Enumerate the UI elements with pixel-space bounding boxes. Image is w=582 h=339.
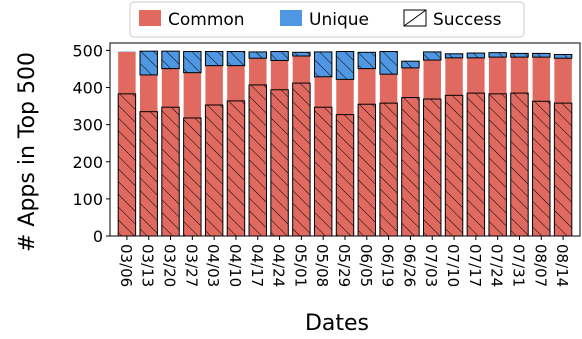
bar-success-unique-03/13: [139, 50, 158, 76]
x-tick-label-06/26: 06/26: [400, 244, 418, 287]
legend-swatch-success-hatch: [403, 9, 427, 27]
bar-success-unique-06/05: [357, 51, 377, 70]
x-tick-label-08/07: 08/07: [531, 244, 549, 287]
bar-success-common-04/17: [248, 84, 267, 237]
y-tick-label-200: 200: [72, 153, 103, 172]
x-tick-label-07/31: 07/31: [509, 244, 527, 287]
bar-success-common-07/31: [510, 92, 529, 237]
bar-success-common-03/06: [117, 93, 137, 237]
bar-success-unique-04/17: [248, 51, 267, 59]
legend-swatch-unique: [280, 10, 302, 26]
bar-success-common-06/26: [401, 97, 420, 237]
bar-success-common-06/05: [357, 103, 377, 237]
legend-swatch-common: [139, 10, 161, 26]
x-tick-label-03/20: 03/20: [161, 244, 179, 287]
y-tick-label-300: 300: [72, 116, 103, 135]
legend-label-unique: Unique: [309, 10, 369, 30]
bar-success-common-05/01: [292, 82, 311, 237]
bar-success-common-03/20: [161, 106, 180, 237]
bar-success-common-07/17: [466, 92, 486, 237]
x-tick-label-07/17: 07/17: [466, 244, 484, 287]
x-tick-label-04/24: 04/24: [270, 244, 288, 287]
bar-success-unique-05/08: [313, 51, 333, 78]
bar-success-unique-07/17: [466, 52, 486, 59]
bar-success-unique-06/19: [379, 51, 398, 75]
x-tick-label-05/29: 05/29: [335, 244, 353, 287]
bar-success-unique-07/03: [423, 51, 442, 61]
bar-success-unique-07/10: [444, 53, 464, 59]
bar-success-common-08/14: [553, 102, 573, 237]
bar-success-unique-03/20: [161, 50, 180, 70]
x-tick-label-07/24: 07/24: [488, 244, 506, 287]
bar-success-common-06/19: [379, 102, 398, 237]
bar-success-unique-08/07: [532, 52, 551, 58]
x-tick-label-04/03: 04/03: [204, 244, 222, 287]
bar-success-common-08/07: [532, 100, 551, 237]
x-tick-label-06/19: 06/19: [379, 244, 397, 287]
x-tick-label-03/13: 03/13: [139, 244, 157, 287]
legend-label-success: Success: [433, 10, 502, 30]
bar-success-common-04/10: [226, 100, 246, 237]
axes-frame: [109, 42, 581, 237]
bar-success-common-03/27: [183, 117, 202, 237]
plot-area: [117, 50, 573, 237]
bar-success-unique-04/24: [270, 51, 289, 61]
legend: Common Unique Success: [129, 1, 525, 38]
x-tick-label-06/05: 06/05: [357, 244, 375, 287]
x-tick-label-08/14: 08/14: [553, 244, 571, 287]
bar-success-common-05/08: [313, 106, 333, 237]
bar-success-unique-07/24: [488, 52, 507, 58]
bar-success-unique-04/10: [226, 51, 246, 67]
x-tick-label-03/27: 03/27: [182, 244, 200, 287]
x-tick-label-05/08: 05/08: [313, 244, 331, 287]
bar-success-common-04/03: [204, 104, 224, 237]
y-tick-label-0: 0: [93, 227, 103, 246]
bar-success-common-05/29: [335, 114, 355, 237]
legend-label-common: Common: [168, 10, 245, 30]
bar-success-unique-05/01: [292, 51, 311, 57]
bar-success-common-07/24: [488, 93, 507, 237]
bar-success-unique-03/27: [183, 51, 202, 74]
bar-success-unique-07/31: [510, 52, 529, 58]
bar-success-unique-06/26: [401, 60, 420, 69]
bar-success-common-04/24: [270, 89, 289, 237]
y-axis-label: # Apps in Top 500: [15, 52, 40, 252]
y-tick-label-100: 100: [72, 190, 103, 209]
bar-success-common-07/10: [444, 94, 464, 237]
x-tick-label-07/03: 07/03: [422, 244, 440, 287]
x-axis-label: Dates: [305, 311, 369, 336]
bar-success-unique-04/03: [204, 51, 224, 67]
y-tick-label-400: 400: [72, 79, 103, 98]
x-tick-label-04/17: 04/17: [248, 244, 266, 287]
y-tick-label-500: 500: [72, 41, 103, 60]
bar-success-unique-08/14: [553, 54, 573, 59]
bar-success-common-07/03: [423, 98, 442, 237]
x-tick-label-05/01: 05/01: [291, 244, 309, 287]
x-tick-label-04/10: 04/10: [226, 244, 244, 287]
axis-ticks: 03/06 03/13 03/20 03/27 04/03 04/10 04/17 04/24…: [72, 41, 571, 287]
x-tick-label-07/10: 07/10: [444, 244, 462, 287]
bar-success-common-03/13: [139, 111, 158, 237]
bar-success-unique-05/29: [335, 51, 355, 80]
x-tick-label-03/06: 03/06: [117, 244, 135, 287]
